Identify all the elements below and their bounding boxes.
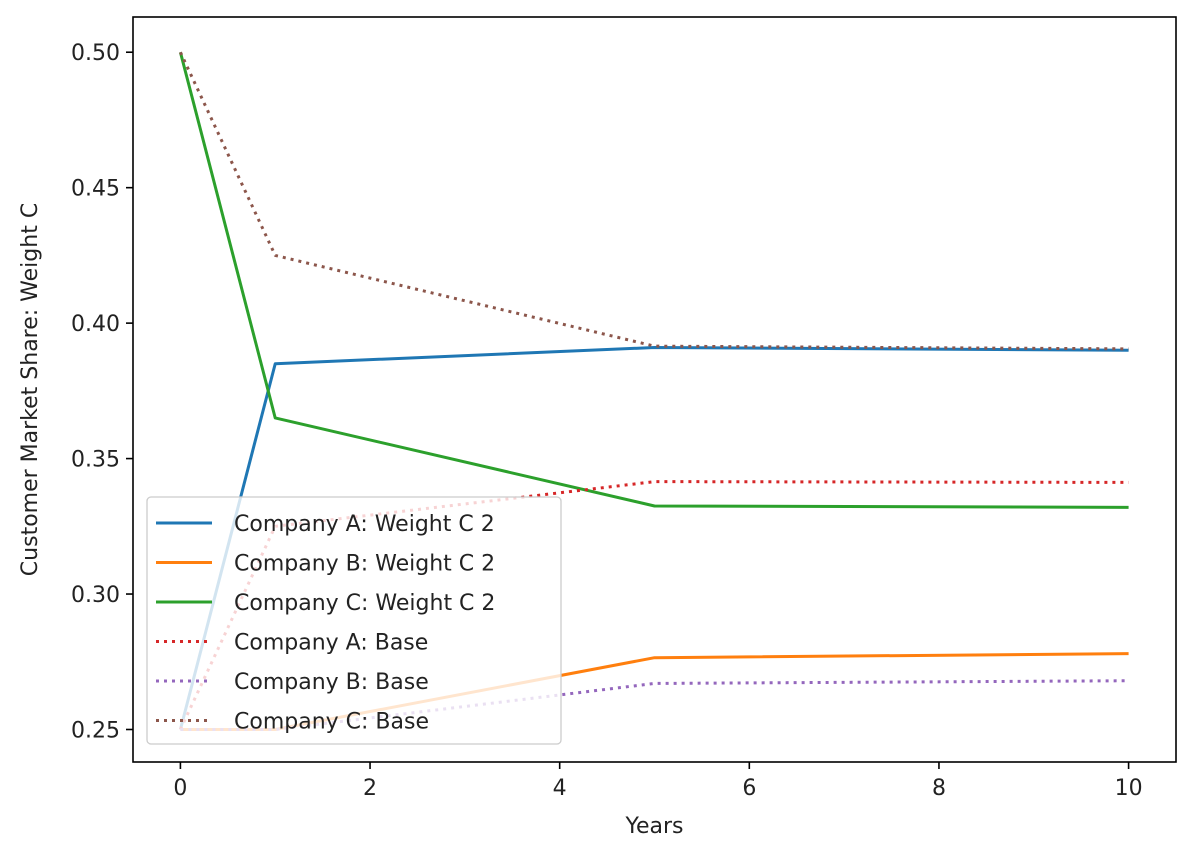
x-tick-label: 0 [173, 776, 187, 801]
legend: Company A: Weight C 2 Company B: Weight C… [146, 496, 562, 745]
plot-frame [132, 16, 1177, 763]
x-tick-label: 4 [553, 776, 567, 801]
x-tick-label: 8 [932, 776, 946, 801]
y-tick-label: 0.50 [71, 41, 120, 66]
series-line-3 [178, 51, 1129, 509]
legend-label: Company B: Weight C 2 [234, 552, 495, 577]
series-line-5 [180, 679, 1129, 731]
x-tick-label: 10 [1115, 776, 1143, 801]
y-axis-title: Customer Market Share: Weight C [18, 203, 43, 576]
series-line-6 [179, 51, 1129, 351]
y-tick-label: 0.35 [71, 448, 120, 473]
legend-label: Company A: Weight C 2 [234, 512, 495, 537]
y-tick-label: 0.25 [71, 718, 120, 743]
x-tick-label: 2 [363, 776, 377, 801]
x-axis-title: Years [624, 814, 683, 839]
y-axis: 0.25 0.30 0.35 0.40 0.45 0.50 [71, 41, 133, 743]
y-tick-label: 0.45 [71, 177, 120, 202]
legend-label: Company B: Base [234, 670, 429, 695]
y-tick-label: 0.40 [71, 312, 120, 337]
x-axis: 0 2 4 6 8 10 [173, 762, 1143, 801]
y-tick-label: 0.30 [71, 583, 120, 608]
legend-box [146, 496, 562, 745]
legend-label: Company C: Base [234, 710, 429, 735]
legend-label: Company A: Base [234, 631, 428, 656]
x-tick-label: 6 [742, 776, 756, 801]
legend-label: Company C: Weight C 2 [234, 591, 495, 616]
